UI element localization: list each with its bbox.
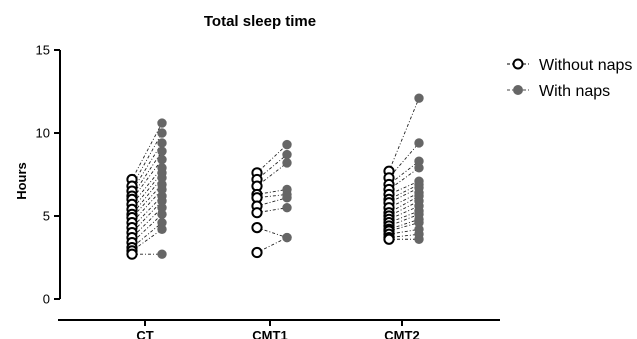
point-with-naps [157,118,167,128]
pair-line [131,207,163,238]
point-with-naps [414,163,424,173]
point-with-naps [282,232,292,243]
y-axis-label: Hours [14,162,29,200]
y-ticks: 0 5 10 15 [36,43,60,307]
point-with-naps [282,193,292,203]
pair-lines [131,97,420,255]
point-with-naps [157,209,167,220]
y-tick-label: 5 [43,209,50,224]
pair-line [131,195,163,228]
pair-line [256,154,288,180]
x-tick-label: CMT2 [384,328,419,339]
pair-line [131,228,163,252]
legend-marker-without-naps [512,58,524,70]
point-with-naps [157,128,167,138]
pair-line [388,97,420,172]
pair-line [131,222,163,248]
point-without-naps [251,207,263,219]
y-tick-label: 0 [43,292,50,307]
y-tick-label: 15 [36,43,50,58]
point-with-naps [157,138,167,148]
legend-entry-without-naps: Without naps [507,57,632,74]
y-tick-label: 10 [36,126,50,141]
x-tick-label: CMT1 [252,328,287,339]
point-with-naps [282,158,292,168]
x-tick-label: CT [136,328,153,339]
point-with-naps [414,93,424,103]
point-without-naps [251,246,263,259]
legend-entry-with-naps: With naps [507,83,610,100]
point-without-naps [126,248,138,260]
point-with-naps [157,224,167,234]
pair-line [131,214,163,243]
pair-line [388,160,420,185]
point-with-naps [282,149,292,160]
point-with-naps [157,146,167,156]
pair-line [256,162,288,187]
pair-line [131,142,163,192]
pair-line [131,122,163,180]
legend-label-with-naps: With naps [539,83,610,100]
data-points [126,93,424,260]
point-with-naps [157,154,167,165]
pair-line [131,200,163,233]
chart-title: Total sleep time [204,13,316,30]
legend: Without naps With naps [507,57,632,100]
point-with-naps [282,203,292,213]
point-with-naps [414,234,424,244]
point-with-naps [157,249,167,259]
pair-line [131,189,163,223]
pair-line [256,144,288,174]
point-with-naps [282,139,292,150]
legend-marker-with-naps [513,85,523,95]
pair-line [388,167,420,190]
point-with-naps [414,138,424,148]
x-ticks: CT CMT1 CMT2 [136,320,420,339]
legend-label-without-naps: Without naps [539,57,632,74]
point-without-naps [383,233,395,245]
point-without-naps [251,222,263,234]
pair-line [131,184,163,218]
